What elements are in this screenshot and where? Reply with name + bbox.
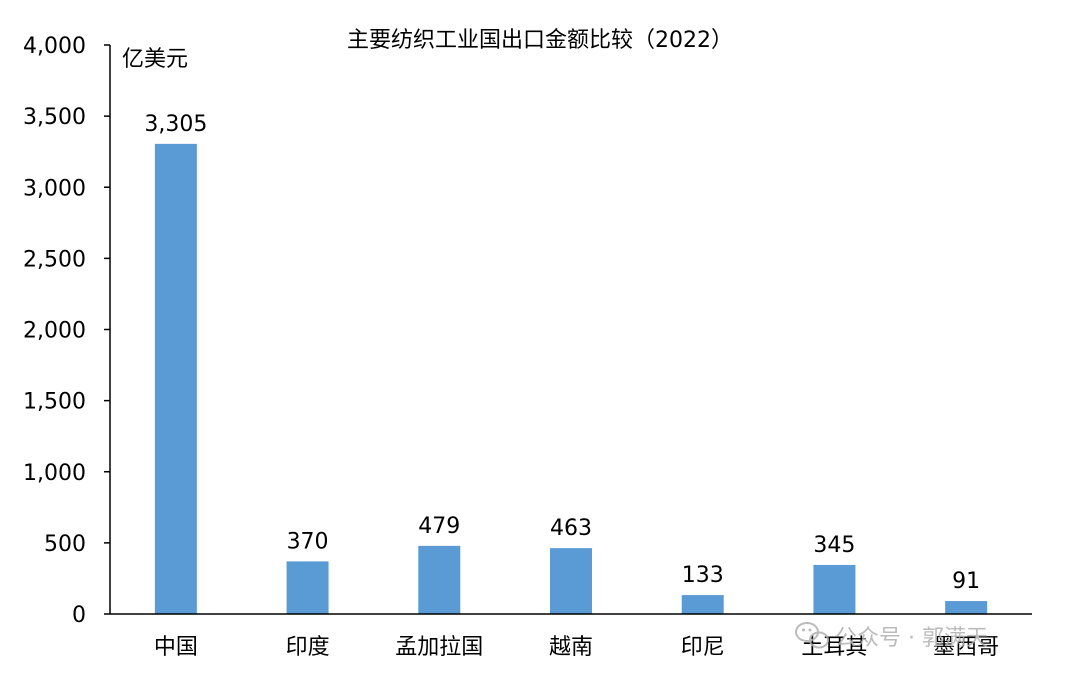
x-axis-labels: 中国 印度 孟加拉国 越南 印尼 土耳其 墨西哥 [154,635,999,660]
y-tick-label: 1,000 [23,461,86,486]
data-label: 463 [550,516,592,541]
bar [945,601,988,614]
x-category-label: 越南 [549,635,593,660]
wechat-icon [795,622,829,649]
x-category-label: 墨西哥 [933,635,999,660]
watermark-text: 公众号 · 郭满天 [835,626,988,651]
y-axis-ticks: 0 500 1,000 1,500 2,000 2,500 3,000 3,500 4,000 [23,34,110,628]
x-category-label: 中国 [154,635,198,660]
y-axis-unit-label: 亿美元 [122,47,188,72]
y-tick-label: 3,000 [23,176,86,201]
bars [154,143,988,614]
y-tick-label: 4,000 [23,34,86,59]
y-tick-label: 1,500 [23,390,86,415]
bar [550,548,592,614]
data-label: 91 [952,569,980,594]
y-tick-label: 0 [72,603,86,628]
chart-title: 主要纺织工业国出口金额比较（2022） [347,28,733,53]
bar [154,143,197,614]
data-label: 133 [682,563,724,588]
bar [813,564,856,614]
x-category-label: 孟加拉国 [395,635,483,660]
watermark: 公众号 · 郭满天 [795,622,988,651]
y-tick-label: 2,000 [23,319,86,344]
x-category-label: 印尼 [681,635,725,660]
bar [418,545,461,614]
y-tick-label: 500 [44,532,86,557]
data-label: 479 [418,514,460,539]
data-label: 3,305 [144,112,207,137]
data-labels: 3,305 370 479 463 133 345 91 [144,112,980,594]
data-label: 345 [813,533,855,558]
y-tick-label: 2,500 [23,247,86,272]
x-category-label: 印度 [286,635,330,660]
data-label: 370 [287,529,329,554]
y-tick-label: 3,500 [23,105,86,130]
bar [681,595,724,614]
bar [286,561,329,614]
